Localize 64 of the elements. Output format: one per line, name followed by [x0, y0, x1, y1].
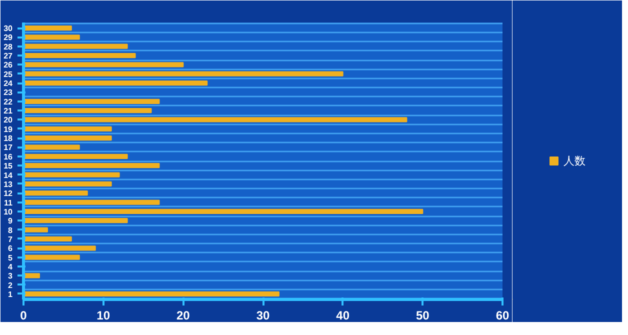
bar — [24, 181, 112, 186]
bar — [24, 34, 80, 40]
x-tick-label: 20 — [176, 308, 190, 322]
bar — [24, 80, 208, 86]
bar — [24, 117, 408, 122]
x-tick-label: 60 — [496, 308, 510, 322]
y-tick-label: 22 — [4, 97, 14, 106]
y-tick-label: 4 — [8, 262, 14, 272]
y-tick-label: 7 — [8, 234, 14, 244]
y-tick-label: 2 — [8, 280, 14, 290]
y-tick-label: 24 — [4, 79, 14, 88]
bar — [24, 200, 160, 205]
y-tick-label: 1 — [8, 290, 14, 299]
bar — [24, 136, 112, 141]
y-tick-label: 19 — [4, 124, 14, 134]
y-tick-label: 9 — [8, 216, 14, 226]
bar — [24, 52, 136, 58]
y-tick-label: 15 — [4, 162, 14, 171]
bar — [24, 254, 80, 260]
y-tick-label: 14 — [4, 170, 14, 180]
y-tick-label: 8 — [8, 226, 14, 235]
y-tick-label: 3 — [8, 272, 14, 281]
bar — [24, 172, 120, 178]
bar — [24, 163, 160, 168]
bar — [24, 144, 80, 150]
y-tick-label: 25 — [4, 70, 14, 79]
y-tick-label: 27 — [4, 52, 14, 61]
bar — [24, 227, 48, 232]
y-tick-label: 29 — [4, 33, 14, 42]
x-tick-label: 40 — [336, 308, 350, 322]
bar — [24, 98, 160, 104]
bar — [24, 246, 96, 251]
bar — [24, 62, 184, 68]
y-tick-label: 30 — [4, 24, 14, 34]
x-tick-label: 50 — [416, 308, 430, 322]
x-tick-label: 30 — [256, 308, 270, 322]
legend-label: 人数 — [564, 154, 586, 168]
y-tick-label: 26 — [4, 60, 14, 70]
x-tick-label: 0 — [20, 308, 28, 322]
bar — [24, 208, 424, 214]
y-tick-label: 16 — [4, 152, 14, 162]
y-tick-label: 11 — [4, 198, 14, 208]
bar — [24, 291, 280, 297]
bar — [24, 236, 72, 242]
bar — [24, 126, 112, 132]
x-tick-label: 10 — [96, 308, 110, 322]
bar — [24, 108, 152, 114]
y-tick-label: 17 — [4, 143, 14, 152]
y-tick-label: 21 — [4, 106, 14, 116]
y-tick-label: 5 — [8, 253, 14, 262]
bar — [24, 190, 88, 196]
y-tick-label: 12 — [4, 189, 14, 198]
y-tick-label: 23 — [4, 88, 14, 98]
y-tick-label: 18 — [4, 134, 14, 144]
y-tick-label: 10 — [4, 207, 14, 216]
bar — [24, 25, 72, 31]
bar — [24, 44, 128, 49]
y-tick-label: 28 — [4, 42, 14, 52]
bar — [24, 218, 128, 224]
bar — [24, 71, 344, 76]
bar — [24, 154, 128, 159]
y-tick-label: 13 — [4, 180, 14, 189]
y-tick-label: 20 — [4, 116, 14, 125]
y-tick-label: 6 — [8, 244, 14, 254]
